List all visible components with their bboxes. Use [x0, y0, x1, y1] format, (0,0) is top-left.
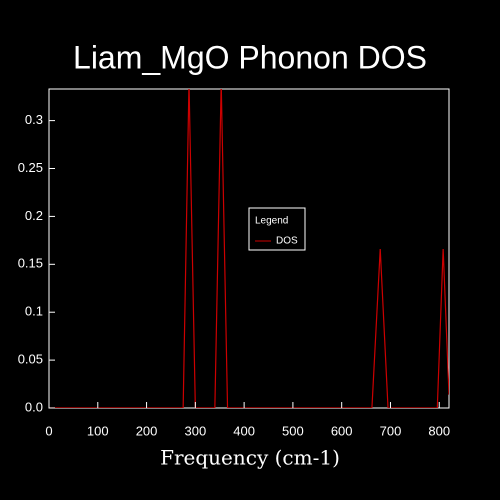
x-tick-label: 600 — [331, 423, 353, 438]
legend-label: DOS — [276, 236, 298, 247]
x-tick-label: 800 — [428, 423, 450, 438]
x-tick-label: 400 — [233, 423, 255, 438]
y-tick-label: 0.2 — [25, 208, 43, 223]
x-tick-label: 500 — [282, 423, 304, 438]
y-tick-label: 0.3 — [25, 112, 43, 127]
x-tick-label: 200 — [136, 423, 158, 438]
x-tick-label: 300 — [184, 423, 206, 438]
x-tick-label: 100 — [87, 423, 109, 438]
legend-title: Legend — [255, 216, 288, 227]
legend-box — [248, 207, 306, 251]
chart-title: Liam_MgO Phonon DOS — [73, 39, 427, 75]
x-axis-label: Frequency (cm-1) — [160, 446, 340, 470]
y-tick-label: 0.25 — [18, 160, 43, 175]
x-tick-label: 0 — [45, 423, 52, 438]
y-tick-label: 0.0 — [25, 399, 43, 414]
y-tick-label: 0.05 — [18, 352, 43, 367]
y-tick-label: 0.15 — [18, 256, 43, 271]
y-tick-label: 0.1 — [25, 304, 43, 319]
x-tick-label: 700 — [380, 423, 402, 438]
